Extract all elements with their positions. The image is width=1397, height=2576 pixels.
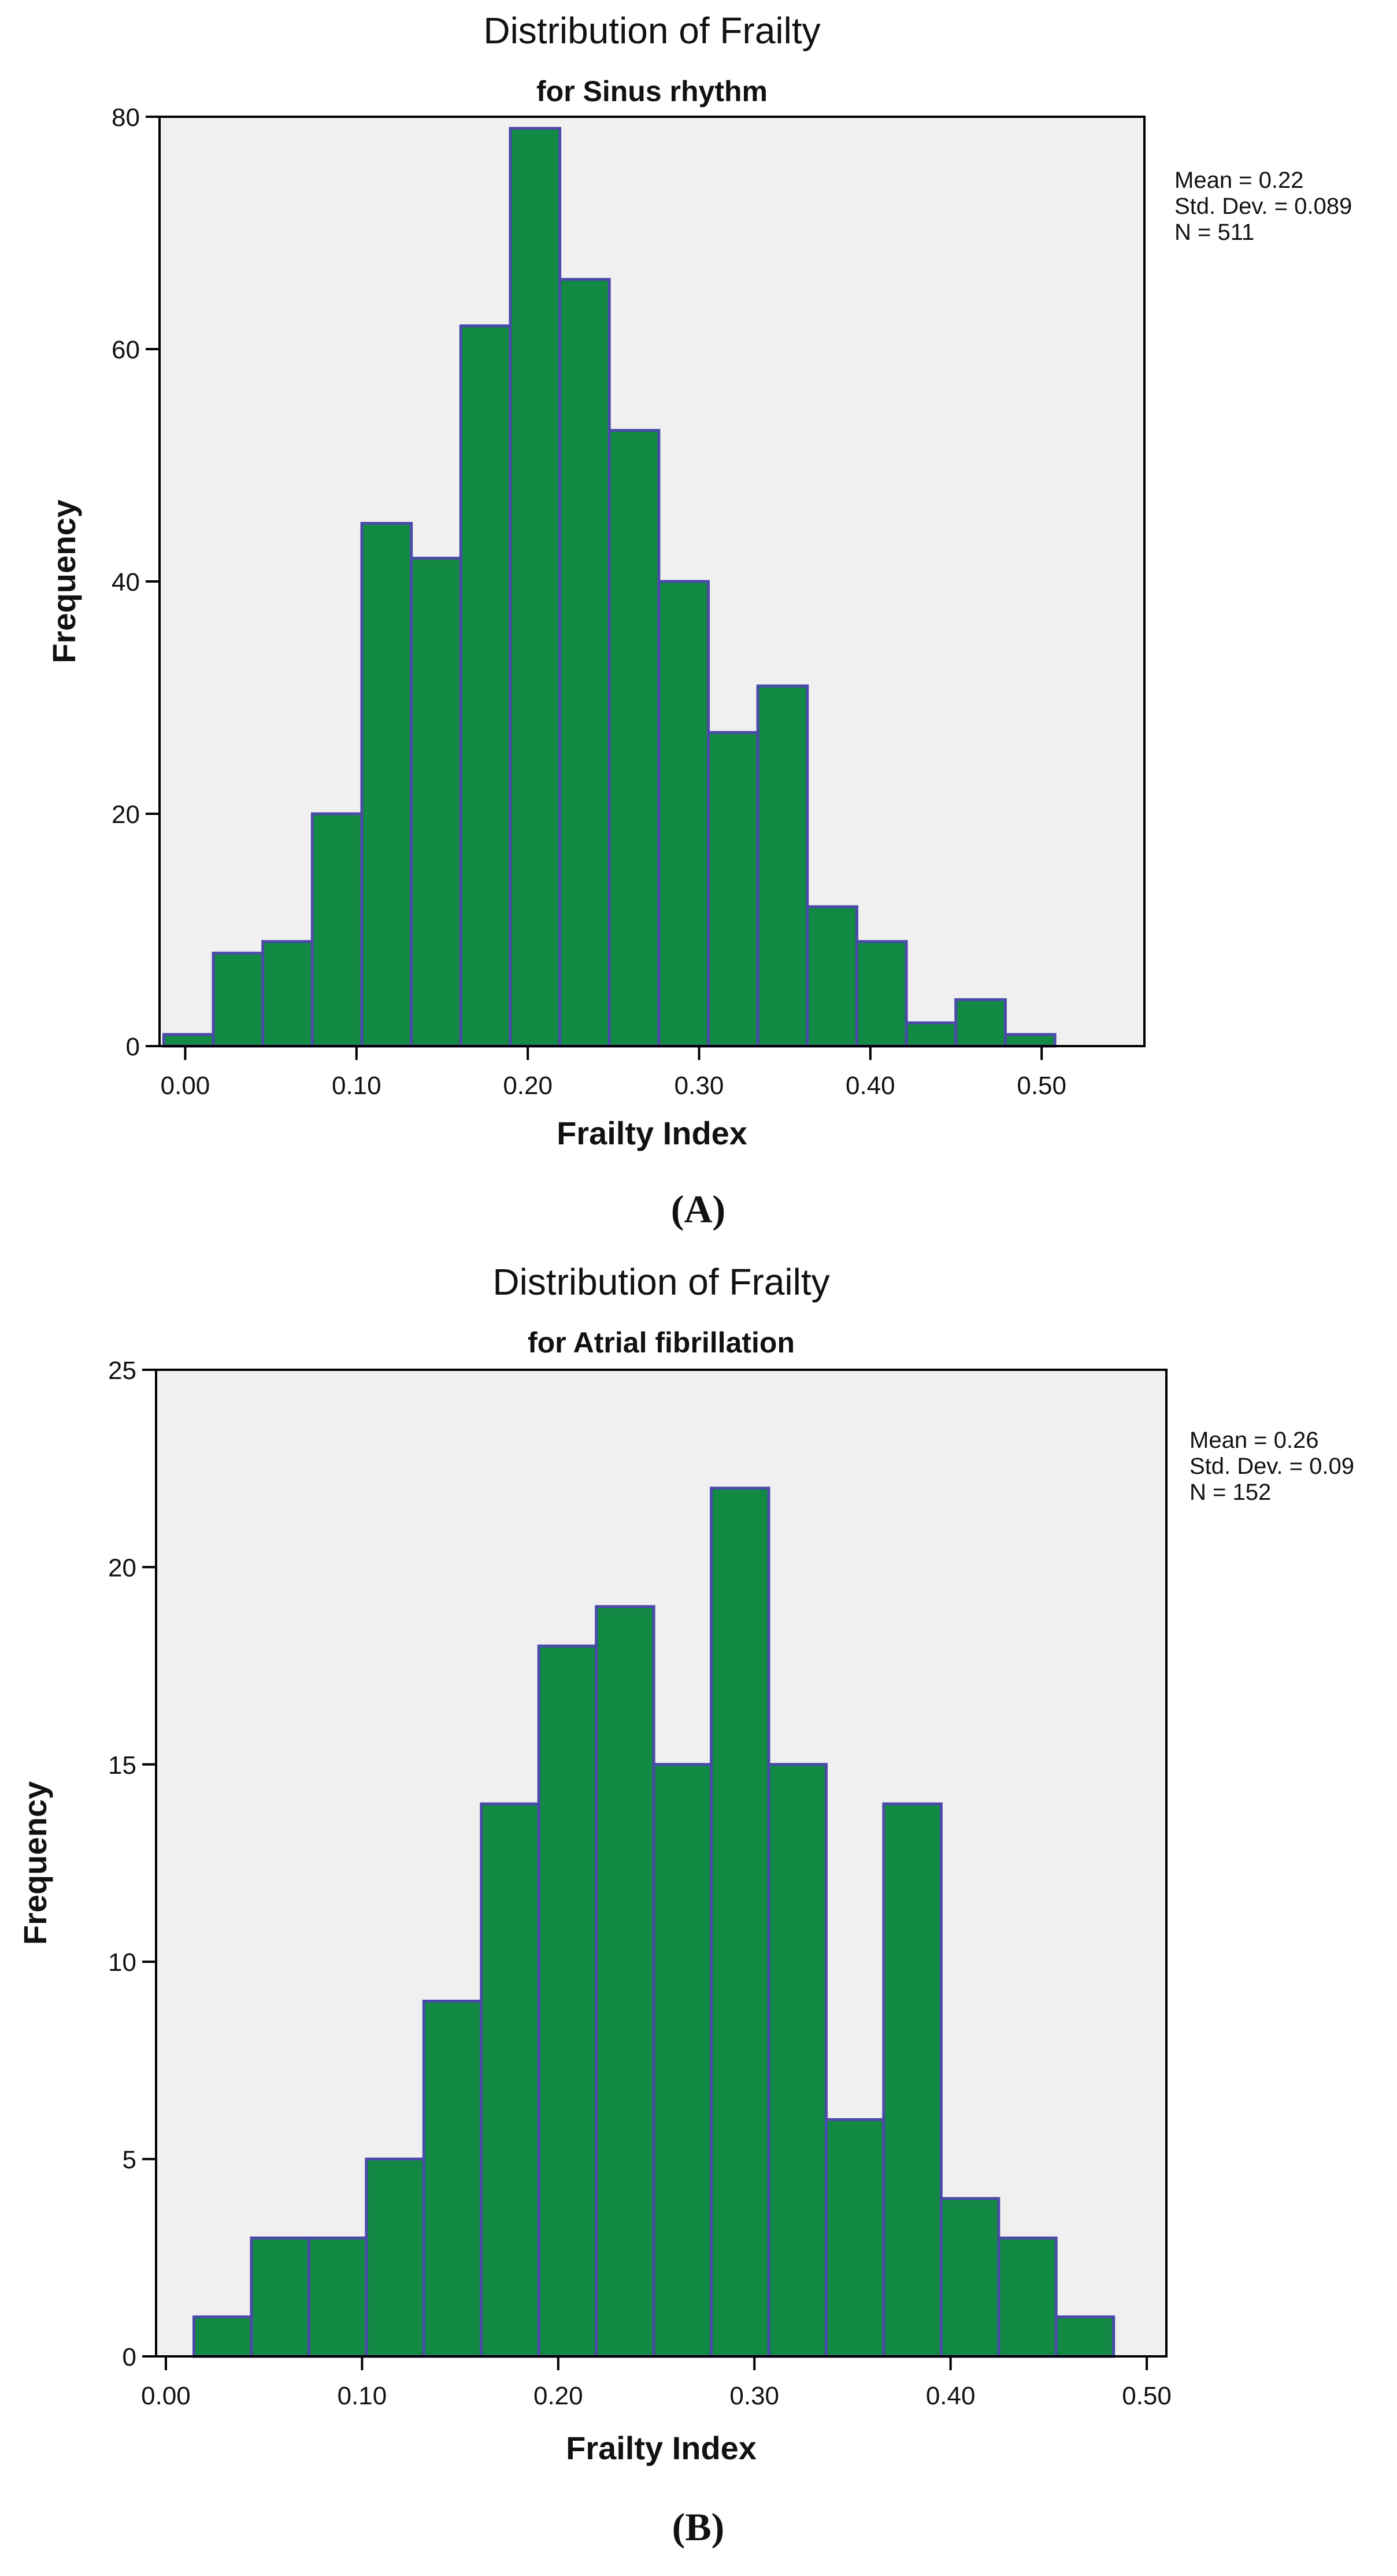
histogram-bar: [756, 684, 809, 1048]
histogram-bar: [410, 557, 462, 1048]
x-tick-label: 0.50: [1122, 2382, 1172, 2410]
histogram-bar: [192, 2315, 253, 2358]
histogram-bar: [767, 1763, 828, 2358]
histogram-bar: [558, 277, 611, 1048]
stats-line: Mean = 0.26: [1190, 1428, 1319, 1453]
histogram-bar: [480, 1802, 540, 2358]
y-axis-label: Frequency: [46, 499, 82, 663]
x-tick-label: 0.50: [1017, 1072, 1066, 1100]
histogram-bar: [365, 2158, 425, 2358]
panel-label: (A): [671, 1187, 725, 1231]
histogram-bar: [310, 812, 364, 1048]
y-tick-label: 5: [123, 2146, 136, 2174]
histogram-bar: [1003, 1033, 1057, 1048]
y-tick-label: 80: [112, 103, 140, 132]
stats-line: Std. Dev. = 0.089: [1174, 194, 1352, 219]
histogram-bar: [212, 951, 265, 1048]
stats-line: Std. Dev. = 0.09: [1190, 1454, 1354, 1479]
x-tick-label: 0.00: [161, 1072, 210, 1100]
histogram-bar: [607, 429, 661, 1048]
y-tick-label: 40: [112, 568, 140, 596]
histogram-bar: [307, 2236, 368, 2358]
histogram-panel-b: Distribution of Frailty for Atrial fibril…: [17, 1261, 1354, 2549]
stats-line: N = 152: [1190, 1480, 1271, 1505]
histogram-bar: [657, 580, 710, 1048]
histogram-bar: [997, 2236, 1058, 2358]
x-tick-label: 0.10: [338, 2382, 387, 2410]
panel-label: (B): [672, 2505, 725, 2549]
histogram-bar: [905, 1021, 958, 1048]
histogram-bar: [706, 731, 759, 1048]
x-tick-label: 0.30: [729, 2382, 779, 2410]
histogram-bar: [710, 1487, 770, 2358]
y-tick-label: 20: [112, 800, 140, 829]
y-tick-label: 60: [112, 336, 140, 364]
x-tick-label: 0.20: [503, 1072, 553, 1100]
histogram-bar: [509, 127, 562, 1048]
plot-frame: [155, 1369, 1168, 2358]
histogram-bar: [422, 1999, 483, 2358]
x-tick-label: 0.00: [141, 2382, 191, 2410]
chart-title: Distribution of Frailty: [492, 1261, 829, 1303]
y-axis-label: Frequency: [17, 1781, 53, 1945]
y-tick-label: 25: [108, 1356, 136, 1385]
histogram-bar: [250, 2236, 310, 2358]
histogram-bar: [939, 2197, 1000, 2358]
x-tick-label: 0.10: [332, 1072, 381, 1100]
x-tick-label: 0.40: [926, 2382, 976, 2410]
x-axis-label: Frailty Index: [566, 2430, 757, 2466]
stats-line: Mean = 0.22: [1174, 168, 1304, 193]
chart-subtitle: for Sinus rhythm: [536, 75, 768, 108]
x-tick-label: 0.30: [675, 1072, 724, 1100]
histogram-bar: [261, 940, 314, 1048]
stats-line: N = 511: [1174, 220, 1254, 245]
y-tick-label: 0: [126, 1033, 140, 1061]
histogram-bar: [360, 522, 413, 1048]
x-axis-label: Frailty Index: [557, 1115, 747, 1151]
histogram-bar: [595, 1605, 655, 2358]
histogram-bar: [162, 1033, 215, 1048]
chart-title: Distribution of Frailty: [483, 10, 820, 51]
y-tick-label: 0: [123, 2343, 136, 2371]
histogram-bar: [459, 324, 512, 1048]
histogram-bar: [882, 1802, 943, 2358]
histogram-bar: [954, 998, 1007, 1048]
histogram-bar: [537, 1644, 598, 2358]
histogram-bar: [855, 940, 908, 1048]
histogram-bar: [824, 2118, 885, 2358]
histogram-bar: [1054, 2315, 1116, 2358]
y-tick-label: 20: [108, 1554, 136, 1582]
histogram-panel-a: Distribution of Frailty for Sinus rhythm 0…: [46, 10, 1352, 1231]
chart-subtitle: for Atrial fibrillation: [528, 1326, 795, 1359]
x-tick-label: 0.20: [533, 2382, 583, 2410]
histogram-bar: [652, 1763, 713, 2358]
y-tick-label: 15: [108, 1751, 136, 1780]
y-tick-label: 10: [108, 1948, 136, 1977]
x-tick-label: 0.40: [846, 1072, 895, 1100]
histogram-bar: [806, 905, 858, 1048]
